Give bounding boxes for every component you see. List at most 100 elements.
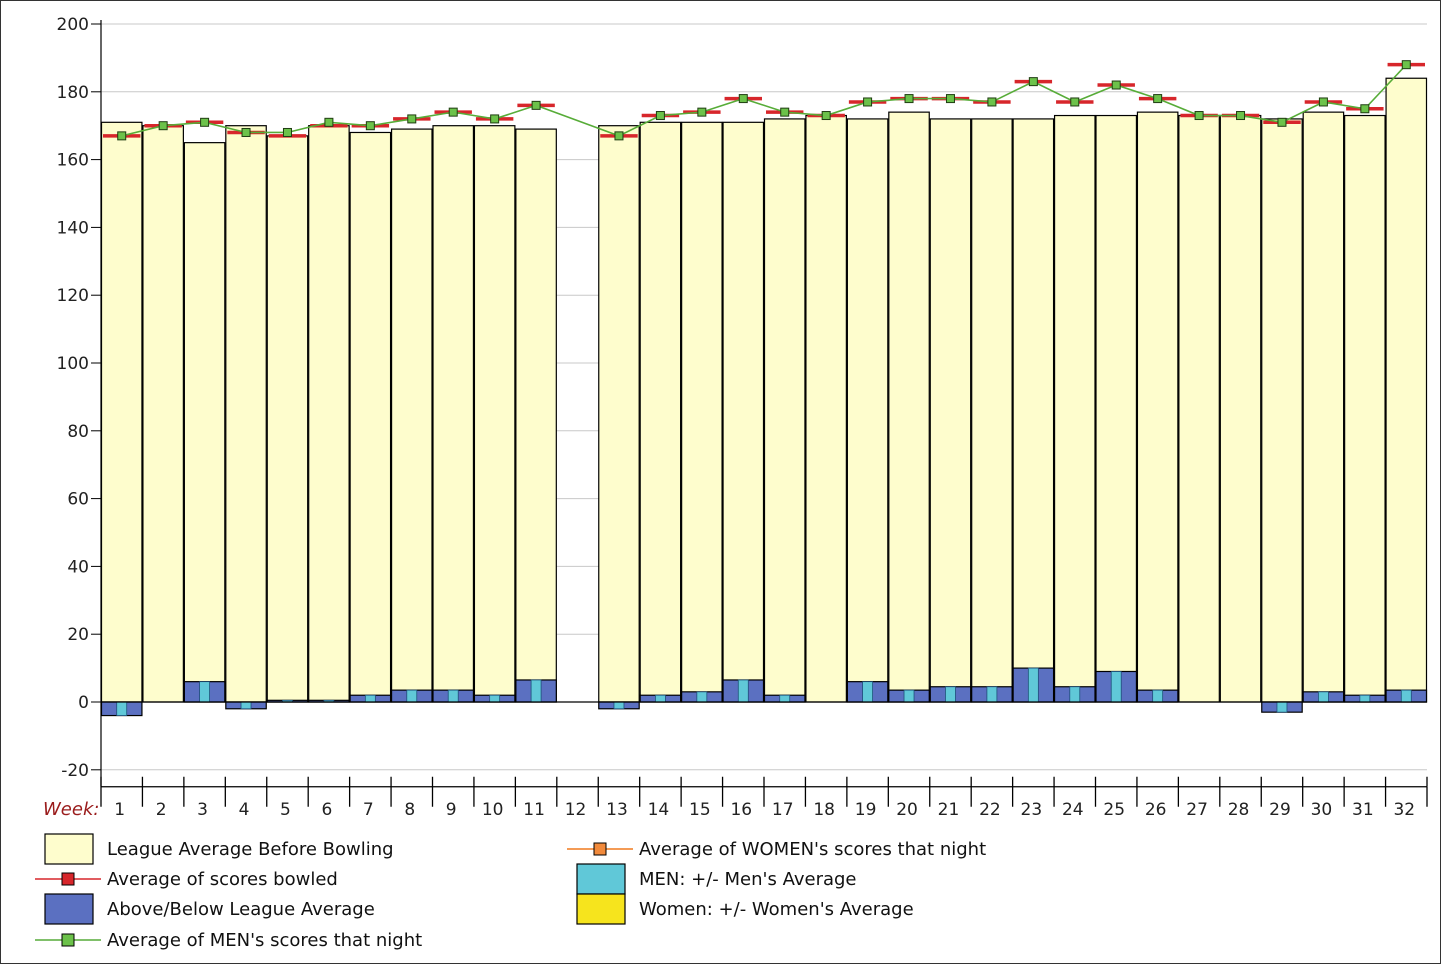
men-diff-bar <box>1152 689 1164 703</box>
men-avg-point <box>200 117 210 127</box>
league-avg-bar <box>1012 118 1055 703</box>
men-avg-point <box>531 100 541 110</box>
x-tick-label: 7 <box>363 800 374 820</box>
x-tick-label: 23 <box>1021 800 1043 820</box>
x-tick-label: 25 <box>1103 800 1125 820</box>
men-diff-bar <box>655 694 666 703</box>
legend-entry: Women: +/- Women's Average <box>576 893 914 925</box>
league-avg-bar <box>225 125 267 703</box>
league-avg-bar <box>888 111 930 703</box>
league-avg-bar <box>929 118 972 703</box>
men-diff-bar <box>447 689 459 703</box>
men-avg-point <box>655 111 665 121</box>
men-avg-point <box>1360 104 1370 114</box>
men-diff-bar <box>862 681 873 703</box>
legend-marker <box>593 842 607 856</box>
legend-entry: Average of WOMEN's scores that night <box>567 839 986 860</box>
y-tick-label: -20 <box>61 761 89 781</box>
men-avg-point <box>407 114 417 124</box>
league-avg-bar <box>1053 114 1096 703</box>
y-tick-label: 20 <box>67 625 89 645</box>
legend-label: Average of WOMEN's scores that night <box>639 839 986 860</box>
league-avg-bar <box>1219 114 1262 703</box>
men-diff-bar <box>1276 701 1288 713</box>
men-avg-point <box>1153 94 1163 104</box>
men-avg-point <box>282 127 292 137</box>
league-avg-bar <box>1095 114 1138 703</box>
league-avg-bar <box>1385 77 1428 703</box>
men-diff-bar <box>903 689 915 703</box>
y-tick-label: 140 <box>57 218 89 238</box>
legend-marker <box>61 872 75 886</box>
men-avg-point <box>448 107 458 117</box>
men-diff-bar <box>737 679 749 703</box>
men-avg-point <box>863 97 873 107</box>
men-avg-point <box>1070 97 1080 107</box>
league-avg-bar <box>971 118 1013 703</box>
y-tick-label: 200 <box>57 15 89 35</box>
league-avg-bar <box>1136 111 1179 703</box>
men-diff-bar <box>1027 667 1039 703</box>
legend-entry: Above/Below League Average <box>44 893 375 925</box>
men-avg-point <box>1111 80 1121 90</box>
bar-layer <box>100 77 1428 717</box>
men-diff-bar <box>116 701 128 716</box>
league-avg-bar <box>1302 111 1345 703</box>
legend-swatch <box>576 863 626 895</box>
legend-label: MEN: +/- Men's Average <box>639 869 857 890</box>
x-tick-label: 29 <box>1269 800 1291 820</box>
legend-marker <box>61 933 75 947</box>
men-avg-point <box>738 94 748 104</box>
league-avg-bar <box>763 118 806 703</box>
men-avg-point <box>1236 111 1246 121</box>
legend-entry: Average of MEN's scores that night <box>35 930 422 951</box>
y-tick-label: 100 <box>57 354 89 374</box>
y-tick-label: 180 <box>57 83 89 103</box>
legend-swatch <box>576 893 626 925</box>
league-avg-bar <box>349 131 392 703</box>
x-tick-label: 15 <box>689 800 711 820</box>
x-tick-label: 9 <box>446 800 457 820</box>
y-tick-label: 40 <box>67 557 89 577</box>
men-diff-bar <box>199 681 210 703</box>
x-tick-label: 20 <box>896 800 918 820</box>
x-tick-label: 3 <box>197 800 208 820</box>
x-tick-label: 19 <box>855 800 877 820</box>
men-diff-bar <box>1069 686 1081 703</box>
legend-swatch <box>44 833 94 865</box>
x-tick-label: 18 <box>813 800 835 820</box>
men-diff-bar <box>489 694 501 703</box>
league-avg-bar <box>515 128 557 703</box>
line-layer <box>103 60 1425 141</box>
men-avg-point <box>1028 77 1038 87</box>
men-diff-bar <box>696 691 708 703</box>
men-avg-point <box>945 94 955 104</box>
men-diff-bar <box>1110 671 1122 703</box>
league-avg-bar <box>1178 114 1220 703</box>
men-diff-bar <box>364 694 376 703</box>
league-avg-bar <box>266 135 309 703</box>
men-avg-point <box>780 107 790 117</box>
legend-label: Average of scores bowled <box>107 869 338 890</box>
league-avg-bar <box>473 125 516 703</box>
league-avg-bar <box>681 121 723 703</box>
x-tick-label: 11 <box>523 800 545 820</box>
x-tick-label: 31 <box>1352 800 1374 820</box>
league-avg-bar <box>805 114 847 703</box>
x-tick-label: 4 <box>239 800 250 820</box>
x-tick-label: 30 <box>1311 800 1333 820</box>
legend-swatch <box>44 893 94 925</box>
week-axis-label: Week: <box>43 799 99 820</box>
y-tick-label: 120 <box>57 286 89 306</box>
men-diff-bar <box>530 679 542 703</box>
legend-label: League Average Before Bowling <box>107 839 394 860</box>
men-avg-point <box>697 107 707 117</box>
legend-label: Above/Below League Average <box>107 899 375 920</box>
men-avg-point <box>904 94 914 104</box>
y-tick-label: 160 <box>57 151 89 171</box>
men-diff-bar <box>1318 691 1329 703</box>
x-tick-label: 6 <box>321 800 332 820</box>
